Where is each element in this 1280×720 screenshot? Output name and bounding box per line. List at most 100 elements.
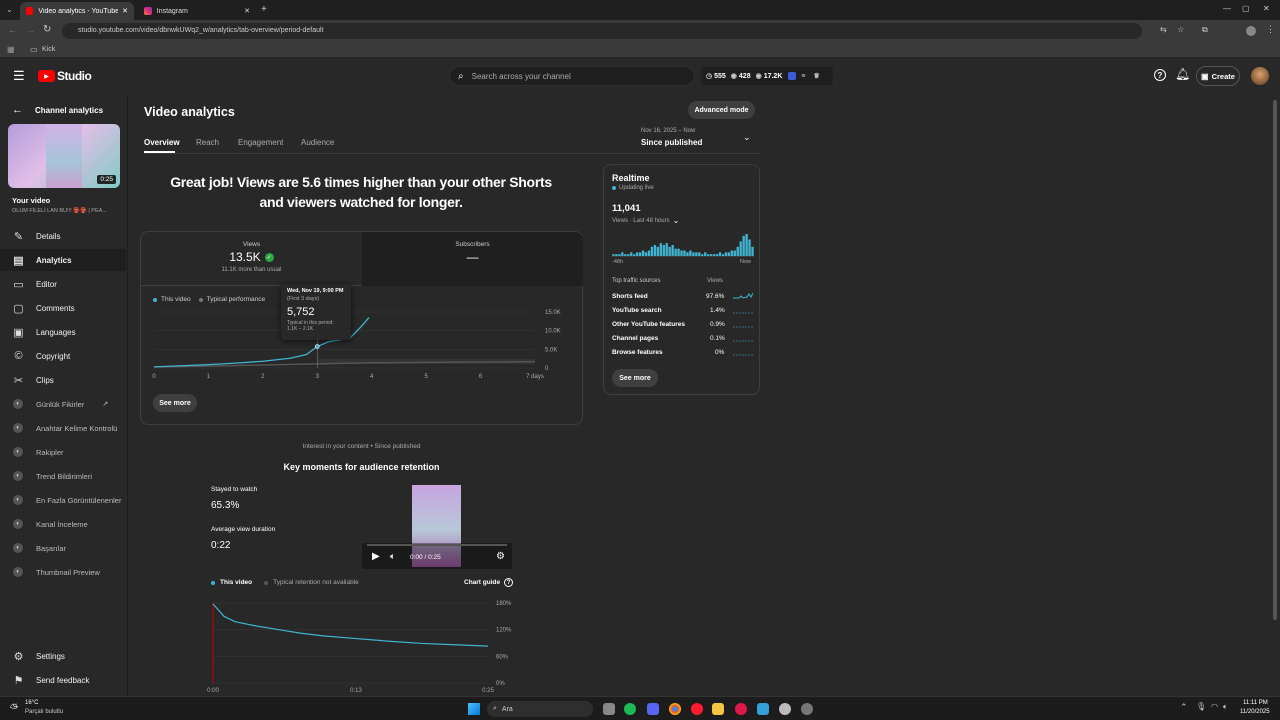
extension-tool-icon: ◐ [13,399,23,409]
sources-header: Top traffic sources [612,278,661,284]
player-settings-icon[interactable]: ⚙ [496,551,505,562]
minimize-icon[interactable]: — [1223,4,1231,13]
extension-stats-bar[interactable]: ◷ 555 ◉ 428 ◉ 17.2K ≡ ♕ [701,67,833,85]
retention-legend-typical: Typical retention not available [273,579,359,586]
retention-line-chart[interactable]: 0% 60% 120% 180% 0:00 0:13 0:25 [200,596,520,696]
extensions-icon[interactable]: ⧉ [1202,25,1208,34]
speaker-icon[interactable]: 🔈︎ [1223,702,1228,711]
sidebar-item-trend-bildirimleri[interactable]: ◐ Trend Bildirimleri [0,465,126,487]
start-menu-icon[interactable] [468,703,480,715]
player-progress-bar[interactable] [367,544,507,546]
tab-reach[interactable]: Reach [196,138,220,147]
close-window-icon[interactable]: ✕ [1263,4,1270,13]
sidebar-item-kanal-inceleme[interactable]: ◐ Kanal İnceleme [0,513,126,535]
notepad-icon[interactable] [757,703,769,715]
period-label: Since published [641,138,703,147]
channel-avatar[interactable] [1251,67,1269,85]
task-view-icon[interactable] [603,703,615,715]
sidebar-item-details[interactable]: ✎ Details [0,225,126,247]
browser-menu-icon[interactable]: ⋮ [1266,24,1275,34]
tab-engagement[interactable]: Engagement [238,138,284,147]
close-tab-icon[interactable]: ✕ [244,8,250,15]
url-field[interactable]: studio.youtube.com/video/dbnwkUWq2_w/ana… [62,23,1142,39]
discord-icon[interactable] [647,703,659,715]
play-icon[interactable]: ▶ [372,551,380,562]
profile-avatar-icon[interactable] [1246,26,1256,36]
page-scrollbar[interactable] [1273,100,1277,620]
browser-tab-studio[interactable]: Video analytics - YouTube Studi ✕ [20,2,134,20]
chart-guide-link[interactable]: Chart guide ? [464,578,514,587]
realtime-bar-chart [612,234,754,257]
tab-audience[interactable]: Audience [301,138,335,147]
views-metric-tab[interactable]: Views 13.5K ✓ 11.1K more than usual [141,232,362,286]
sidebar-item-copyright[interactable]: © Copyright [0,345,126,367]
bookmark-star-icon[interactable]: ☆ [1177,25,1185,34]
realtime-see-more-button[interactable]: See more [612,369,658,387]
extension-badge-icon [788,72,797,80]
volume-icon[interactable]: 🔈︎ [390,551,396,561]
chart-guide-label: Chart guide [464,579,501,586]
back-icon[interactable]: ← [8,25,17,35]
extension-tool-icon: ◐ [13,495,23,505]
extension-tool-icon: ◐ [13,423,23,433]
views-line-chart[interactable]: 0 5.0K 10.0K 15.0K 0 1 2 3 4 5 6 7 days [141,290,584,390]
subscribers-value: — [466,250,479,264]
settings-app-icon[interactable] [801,703,813,715]
back-to-channel-analytics[interactable]: ← Channel analytics [12,104,103,116]
apps-grid-icon[interactable]: ▦ [7,45,15,54]
sidebar-item-feedback[interactable]: ⚑ Send feedback [0,669,126,691]
hamburger-menu-icon[interactable]: ☰ [13,68,25,83]
realtime-period-dropdown[interactable]: Views · Last 48 hours ⌄ [612,216,679,225]
sidebar-item-thumbnail-preview[interactable]: ◐ Thumbnail Preview [0,561,126,583]
new-tab-icon[interactable]: + [261,4,267,15]
tray-chevron-icon[interactable]: ⌃ [1180,702,1188,712]
sidebar-item-gunluk-fikirler[interactable]: ◐ Günlük Fikirler ↗ [0,393,126,415]
copyright-icon: © [14,350,23,362]
video-thumbnail[interactable]: 0:25 [8,124,120,188]
studio-logo[interactable]: ▶ Studio [38,69,92,83]
sidebar-item-analytics[interactable]: ▤ Analytics [0,249,126,271]
see-more-button[interactable]: See more [153,394,197,412]
sidebar-item-label: En Fazla Görüntülenenler [36,495,122,505]
tab-menu-icon[interactable]: ⌄ [6,5,13,14]
maximize-icon[interactable]: ▢ [1242,4,1250,13]
channel-search-box[interactable]: ⌕ Search across your channel [449,66,695,86]
create-button[interactable]: ▣ Create [1196,66,1240,86]
bookmark-kick[interactable]: Kick [42,46,56,53]
sidebar-item-clips[interactable]: ✂ Clips [0,369,126,391]
period-selector[interactable]: Nov 16, 2025 – Now Since published ⌄ [641,126,756,150]
sidebar-item-anahtar-kelime[interactable]: ◐ Anahtar Kelime Kontrolü [0,417,126,439]
sidebar-item-languages[interactable]: ▣ Languages [0,321,126,343]
realtime-bar [715,254,719,256]
series-typical-performance [153,360,536,368]
sidebar-item-rakipler[interactable]: ◐ Rakipler [0,441,126,463]
sidebar-item-editor[interactable]: ▭ Editor [0,273,126,295]
app-icon[interactable] [779,703,791,715]
microphone-icon[interactable]: 🎙︎ [1196,702,1207,711]
sidebar-item-en-fazla[interactable]: ◐ En Fazla Görüntülenenler [0,489,126,511]
translate-icon[interactable]: ⇆ [1160,25,1167,34]
taskbar-search[interactable]: ⌕ Ara [487,701,593,717]
browser-tab-instagram[interactable]: Instagram ✕ [138,2,256,20]
advanced-mode-button[interactable]: Advanced mode [688,101,755,119]
sidebar-item-settings[interactable]: ⚙ Settings [0,645,126,667]
x-tick-label: 4 [370,374,374,380]
wifi-icon[interactable]: ◠ [1211,702,1218,711]
sidebar-item-comments[interactable]: ▢ Comments [0,297,126,319]
video-player[interactable]: ▶ 🔈︎ 0:00 / 0:25 ⚙ [362,485,512,569]
help-circle-icon: ? [504,578,514,587]
sidebar-item-basarilar[interactable]: ◐ Başarılar [0,537,126,559]
realtime-bar [695,252,698,256]
file-explorer-icon[interactable] [712,703,724,715]
opera-icon[interactable] [691,703,703,715]
opera-gx-icon[interactable] [735,703,747,715]
notifications-bell-icon[interactable]: 🔔︎ [1175,67,1191,81]
forward-icon[interactable]: → [26,25,35,35]
help-icon[interactable]: ? [1154,69,1166,81]
spotify-icon[interactable] [624,703,636,715]
reload-icon[interactable]: ↻ [43,24,52,35]
close-tab-icon[interactable]: ✕ [122,8,128,15]
chrome-icon[interactable] [669,703,681,715]
subscribers-metric-tab[interactable]: Subscribers — [362,232,583,286]
tab-overview[interactable]: Overview [144,138,180,147]
